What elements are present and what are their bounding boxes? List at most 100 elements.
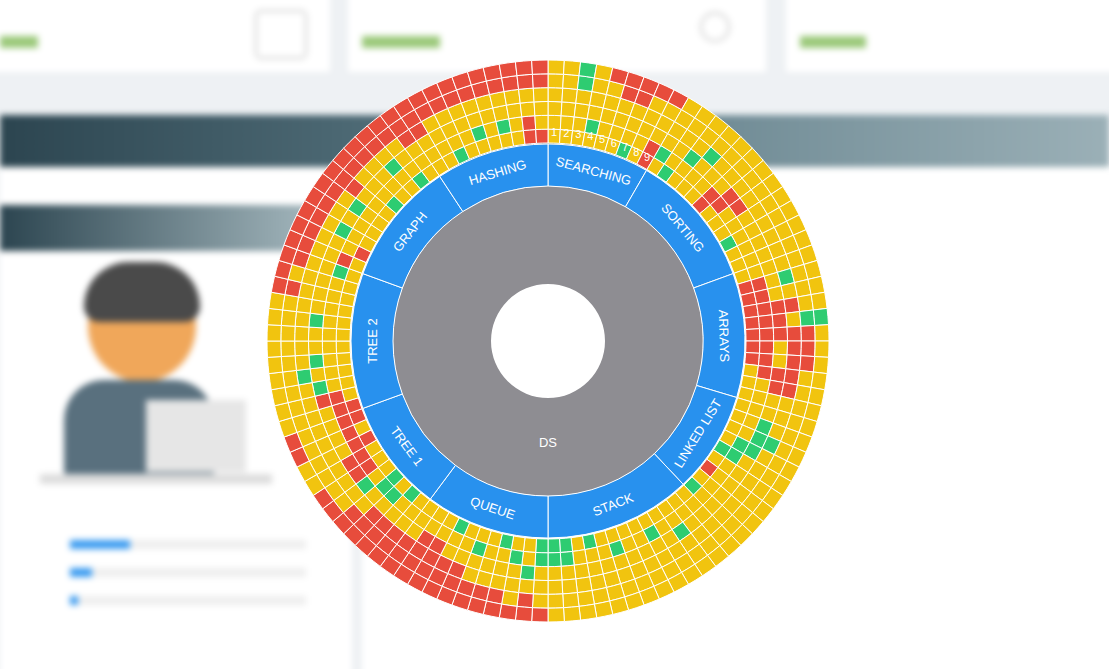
cell[interactable] — [746, 329, 760, 341]
cell[interactable] — [758, 315, 773, 329]
cell[interactable] — [800, 356, 815, 372]
cell[interactable] — [745, 316, 760, 329]
cell[interactable] — [808, 276, 825, 294]
cell[interactable] — [564, 60, 581, 75]
cell[interactable] — [296, 369, 312, 385]
cell[interactable] — [548, 101, 562, 115]
cell[interactable] — [577, 76, 594, 92]
cell[interactable] — [309, 341, 323, 355]
cell[interactable] — [801, 341, 815, 357]
cell[interactable] — [813, 308, 828, 325]
cell[interactable] — [787, 326, 801, 341]
cell[interactable] — [523, 130, 536, 145]
cell[interactable] — [295, 326, 309, 341]
cell[interactable] — [322, 328, 336, 341]
cell[interactable] — [515, 60, 532, 75]
cell[interactable] — [535, 552, 548, 566]
cell[interactable] — [535, 115, 548, 129]
cell[interactable] — [532, 608, 548, 622]
cell[interactable] — [773, 341, 787, 355]
cell[interactable] — [267, 325, 281, 341]
cell[interactable] — [560, 551, 574, 566]
cell[interactable] — [520, 565, 535, 580]
cell[interactable] — [536, 129, 548, 143]
cell[interactable] — [548, 580, 563, 594]
cell[interactable] — [522, 116, 536, 131]
cell[interactable] — [336, 329, 350, 341]
cell[interactable] — [295, 312, 310, 327]
cell[interactable] — [548, 608, 564, 622]
cell[interactable] — [743, 304, 758, 318]
cell[interactable] — [309, 327, 323, 341]
cell[interactable] — [506, 103, 521, 119]
cell[interactable] — [770, 299, 786, 314]
cell[interactable] — [281, 356, 296, 372]
cell[interactable] — [295, 355, 310, 370]
cell[interactable] — [517, 593, 533, 608]
cell[interactable] — [502, 76, 519, 92]
cell[interactable] — [561, 102, 576, 117]
category-arc[interactable] — [363, 176, 463, 288]
cell[interactable] — [532, 60, 548, 74]
cell[interactable] — [745, 353, 760, 366]
cell[interactable] — [295, 341, 309, 356]
cell[interactable] — [532, 74, 548, 88]
cell[interactable] — [564, 606, 581, 621]
cell[interactable] — [269, 292, 285, 310]
cell[interactable] — [323, 353, 338, 367]
cell[interactable] — [548, 539, 560, 553]
cell[interactable] — [813, 357, 828, 374]
cell[interactable] — [562, 88, 577, 103]
cell[interactable] — [536, 539, 548, 553]
cell[interactable] — [309, 354, 324, 369]
cell[interactable] — [787, 341, 801, 356]
cell[interactable] — [281, 310, 296, 326]
cell[interactable] — [800, 310, 815, 326]
cell[interactable] — [561, 565, 576, 580]
cell[interactable] — [267, 308, 282, 325]
cell[interactable] — [576, 577, 592, 593]
cell[interactable] — [786, 312, 801, 327]
cell[interactable] — [563, 593, 579, 608]
cell[interactable] — [759, 328, 773, 341]
cell[interactable] — [499, 62, 517, 78]
cell[interactable] — [757, 302, 773, 317]
category-arc[interactable] — [430, 465, 548, 538]
cell[interactable] — [533, 580, 548, 594]
cell[interactable] — [283, 370, 299, 387]
cell[interactable] — [533, 88, 548, 102]
category-arc[interactable] — [694, 274, 745, 398]
cell[interactable] — [267, 341, 281, 357]
cell[interactable] — [773, 327, 787, 341]
cell[interactable] — [772, 313, 787, 328]
cell[interactable] — [322, 341, 336, 354]
cell[interactable] — [548, 74, 564, 88]
cell[interactable] — [579, 604, 597, 620]
cell[interactable] — [811, 292, 827, 310]
cell[interactable] — [309, 313, 324, 328]
cell[interactable] — [573, 550, 588, 566]
cell[interactable] — [784, 297, 800, 313]
cell[interactable] — [522, 551, 536, 566]
cell[interactable] — [336, 341, 350, 353]
cell[interactable] — [499, 604, 517, 620]
cell[interactable] — [759, 341, 773, 354]
cell[interactable] — [283, 295, 299, 312]
cell[interactable] — [560, 538, 573, 553]
cell[interactable] — [571, 536, 585, 551]
cell[interactable] — [338, 364, 353, 378]
cell[interactable] — [574, 563, 589, 579]
cell[interactable] — [520, 102, 535, 117]
cell[interactable] — [758, 353, 773, 367]
cell[interactable] — [579, 62, 597, 78]
category-arc[interactable] — [440, 144, 548, 211]
cell[interactable] — [271, 387, 288, 405]
cell[interactable] — [534, 101, 548, 115]
cell[interactable] — [562, 579, 577, 594]
cell[interactable] — [548, 552, 561, 566]
category-arc[interactable] — [626, 170, 734, 288]
cell[interactable] — [281, 325, 295, 341]
cell[interactable] — [337, 316, 352, 329]
cell[interactable] — [772, 354, 787, 369]
cell[interactable] — [517, 74, 533, 89]
